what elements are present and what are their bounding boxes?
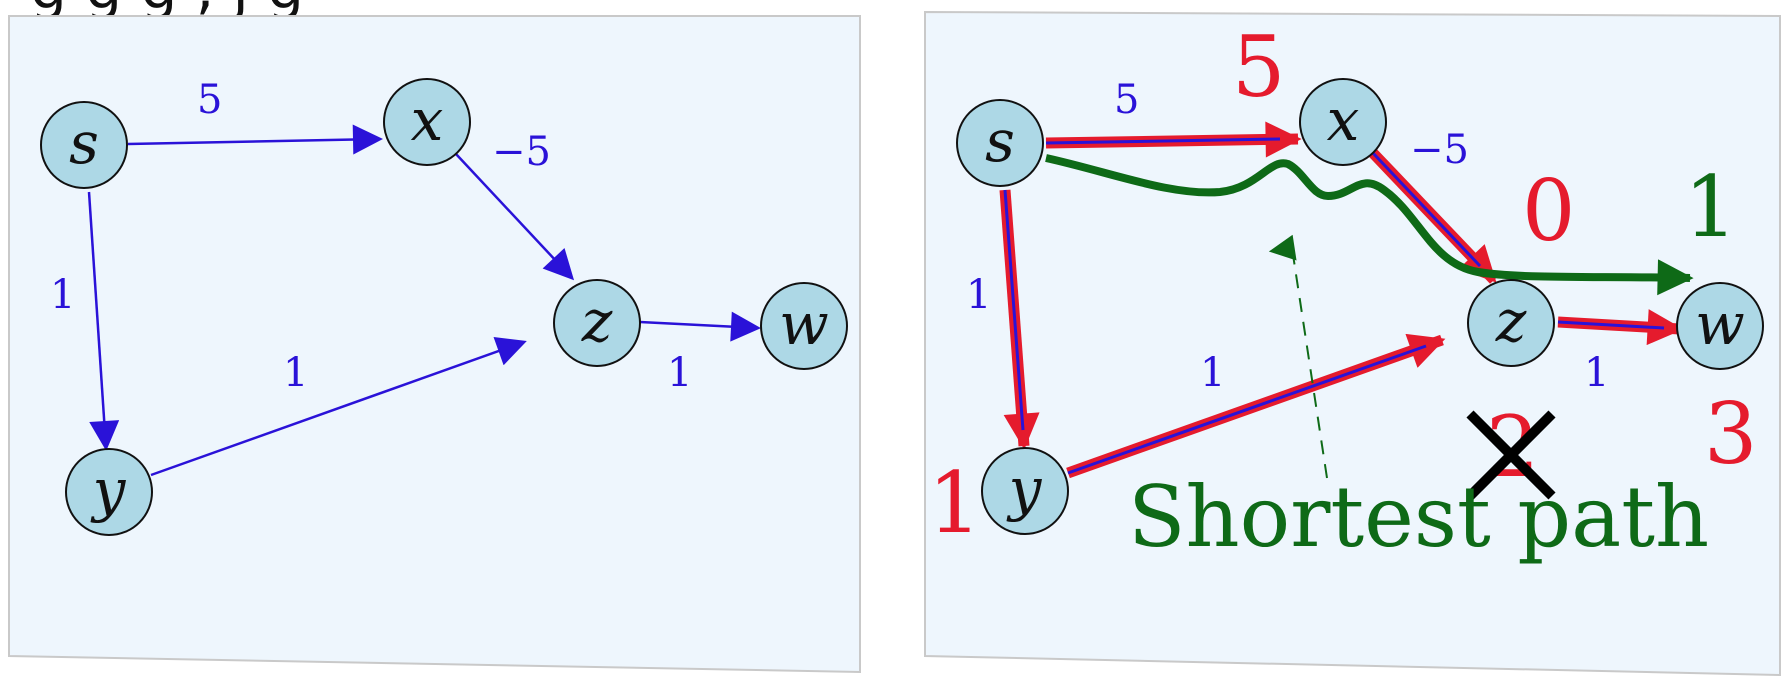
- left-panel: 5 −5 1 1 1 s x y z w: [8, 15, 861, 674]
- tree-edge-y-z: [1066, 333, 1446, 479]
- tree-edge-s-x: [1045, 121, 1302, 158]
- shortest-path-label: Shortest path: [1128, 468, 1709, 566]
- node-x-label: x: [411, 86, 444, 154]
- tree-edge-z-w: [1557, 309, 1684, 346]
- edge-y-z: [150, 336, 527, 477]
- edge-x-z: [455, 153, 575, 281]
- node-w-right-label: w: [1695, 290, 1745, 358]
- weight-s-x: 5: [197, 77, 222, 123]
- tree-edge-x-z: [1368, 148, 1498, 284]
- weight-y-z: 1: [283, 350, 308, 396]
- node-s-label: s: [69, 109, 99, 177]
- edge-z-w: [639, 311, 761, 342]
- weight-x-z-right: −5: [1410, 127, 1469, 173]
- shortest-path-pointer: [1268, 234, 1328, 479]
- node-y-right-label: y: [1006, 455, 1043, 523]
- node-s-right-label: s: [985, 107, 1015, 175]
- edge-s-y: [87, 191, 120, 451]
- weight-z-w: 1: [667, 350, 692, 396]
- dist-x: 5: [1232, 18, 1285, 116]
- node-z-right-label: z: [1495, 287, 1527, 355]
- weight-y-z-right: 1: [1200, 350, 1225, 396]
- dist-z-new: 0: [1522, 162, 1575, 260]
- node-y-label: y: [90, 456, 127, 524]
- dist-w-green: 1: [1684, 158, 1737, 256]
- shortest-path-curve: [1045, 154, 1694, 296]
- weight-x-z: −5: [492, 129, 551, 175]
- weight-z-w-right: 1: [1584, 350, 1609, 396]
- right-panel: 5 −5 1 1 1 5 1 0 2 3 1 Shortest path s x…: [924, 10, 1781, 677]
- weight-s-x-right: 5: [1114, 77, 1139, 123]
- node-y-right: y: [981, 447, 1069, 535]
- node-z-label: z: [581, 287, 613, 355]
- left-panel-background: [8, 15, 861, 674]
- edge-s-x: [127, 124, 383, 155]
- node-w-right: w: [1676, 282, 1764, 370]
- node-w-label: w: [779, 290, 829, 358]
- tree-edge-s-y: [999, 189, 1040, 450]
- node-s-right: s: [956, 99, 1044, 187]
- dist-y: 1: [928, 454, 981, 552]
- node-w: w: [760, 282, 848, 370]
- node-z: z: [553, 279, 641, 367]
- dist-w: 3: [1704, 385, 1757, 483]
- node-x: x: [383, 78, 471, 166]
- weight-s-y: 1: [50, 272, 75, 318]
- node-s: s: [40, 101, 128, 189]
- node-y: y: [65, 448, 153, 536]
- node-x-right: x: [1299, 78, 1387, 166]
- node-z-right: z: [1467, 279, 1555, 367]
- cross-out-icon: [1466, 410, 1556, 500]
- node-x-right-label: x: [1327, 86, 1360, 154]
- weight-s-y-right: 1: [966, 272, 991, 318]
